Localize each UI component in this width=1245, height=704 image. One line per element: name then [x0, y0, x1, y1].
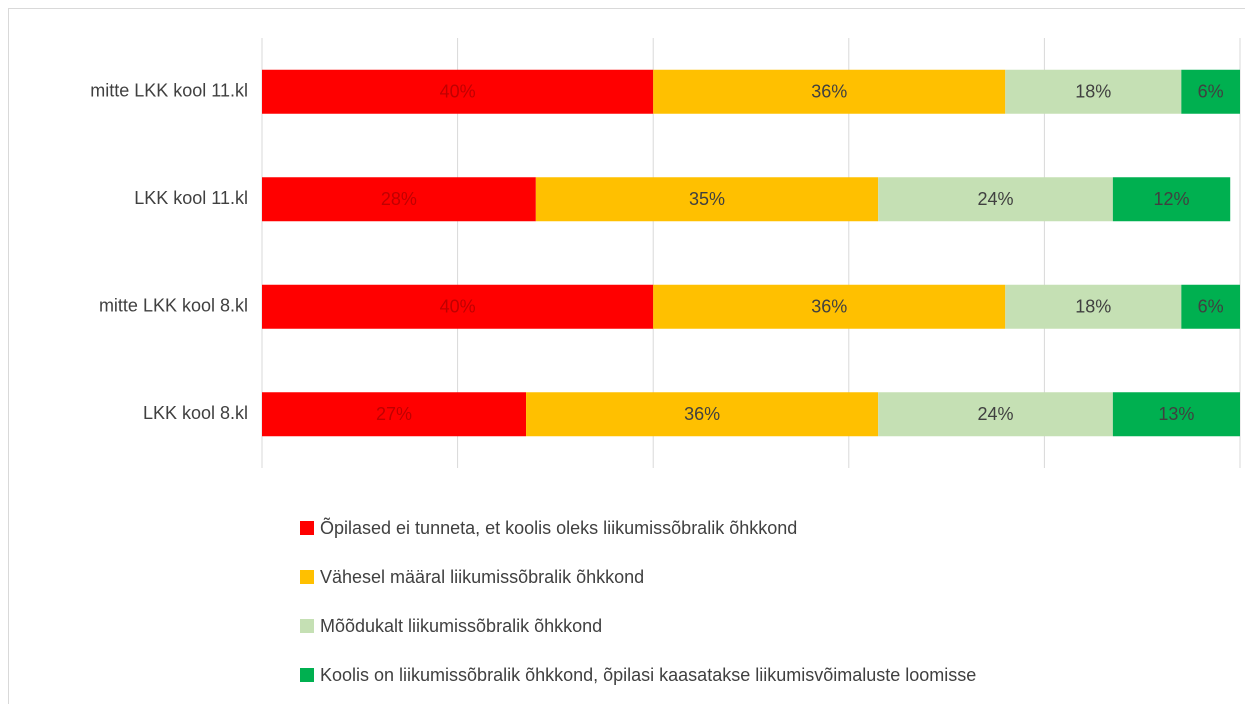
bar-segment	[526, 392, 879, 437]
bar-segment	[262, 177, 536, 222]
data-label: 24%	[977, 189, 1013, 209]
bar-segment	[262, 69, 654, 114]
bar-segment	[878, 177, 1113, 222]
legend-swatch	[300, 668, 314, 682]
data-label: 27%	[376, 404, 412, 424]
chart-frame	[8, 8, 1245, 704]
data-label: 36%	[684, 404, 720, 424]
data-label: 6%	[1198, 297, 1224, 317]
data-label: 28%	[381, 189, 417, 209]
bar-segment	[653, 284, 1006, 329]
legend-swatch	[300, 619, 314, 633]
bar-segment	[262, 392, 527, 437]
data-label: 40%	[440, 82, 476, 102]
y-tick-label: mitte LKK kool 11.kl	[90, 81, 248, 101]
y-tick-label: LKK kool 8.kl	[143, 403, 248, 423]
legend-swatch	[300, 521, 314, 535]
y-tick-label: LKK kool 11.kl	[134, 188, 248, 208]
data-label: 18%	[1075, 297, 1111, 317]
data-label: 24%	[977, 404, 1013, 424]
bar-segment	[1181, 284, 1240, 329]
data-label: 13%	[1158, 404, 1194, 424]
y-tick-label: mitte LKK kool 8.kl	[99, 296, 248, 316]
data-label: 6%	[1198, 82, 1224, 102]
bar-segment	[1112, 177, 1231, 222]
data-label: 35%	[689, 189, 725, 209]
bar-segment	[1005, 69, 1182, 114]
data-label: 36%	[811, 297, 847, 317]
legend-label: Õpilased ei tunneta, et koolis oleks lii…	[320, 517, 797, 538]
data-label: 40%	[440, 297, 476, 317]
data-label: 36%	[811, 82, 847, 102]
bar-segment	[878, 392, 1113, 437]
bar-segment	[1112, 392, 1240, 437]
legend-swatch	[300, 570, 314, 584]
bar-segment	[1005, 284, 1182, 329]
bar-segment	[262, 284, 654, 329]
bar-segment	[1181, 69, 1240, 114]
data-label: 12%	[1154, 189, 1190, 209]
legend-label: Koolis on liikumissõbralik õhkkond, õpil…	[320, 665, 976, 685]
data-label: 18%	[1075, 82, 1111, 102]
legend-label: Vähesel määral liikumissõbralik õhkkond	[320, 567, 644, 587]
bar-segment	[535, 177, 879, 222]
legend-label: Mõõdukalt liikumissõbralik õhkkond	[320, 616, 602, 636]
bar-segment	[653, 69, 1006, 114]
